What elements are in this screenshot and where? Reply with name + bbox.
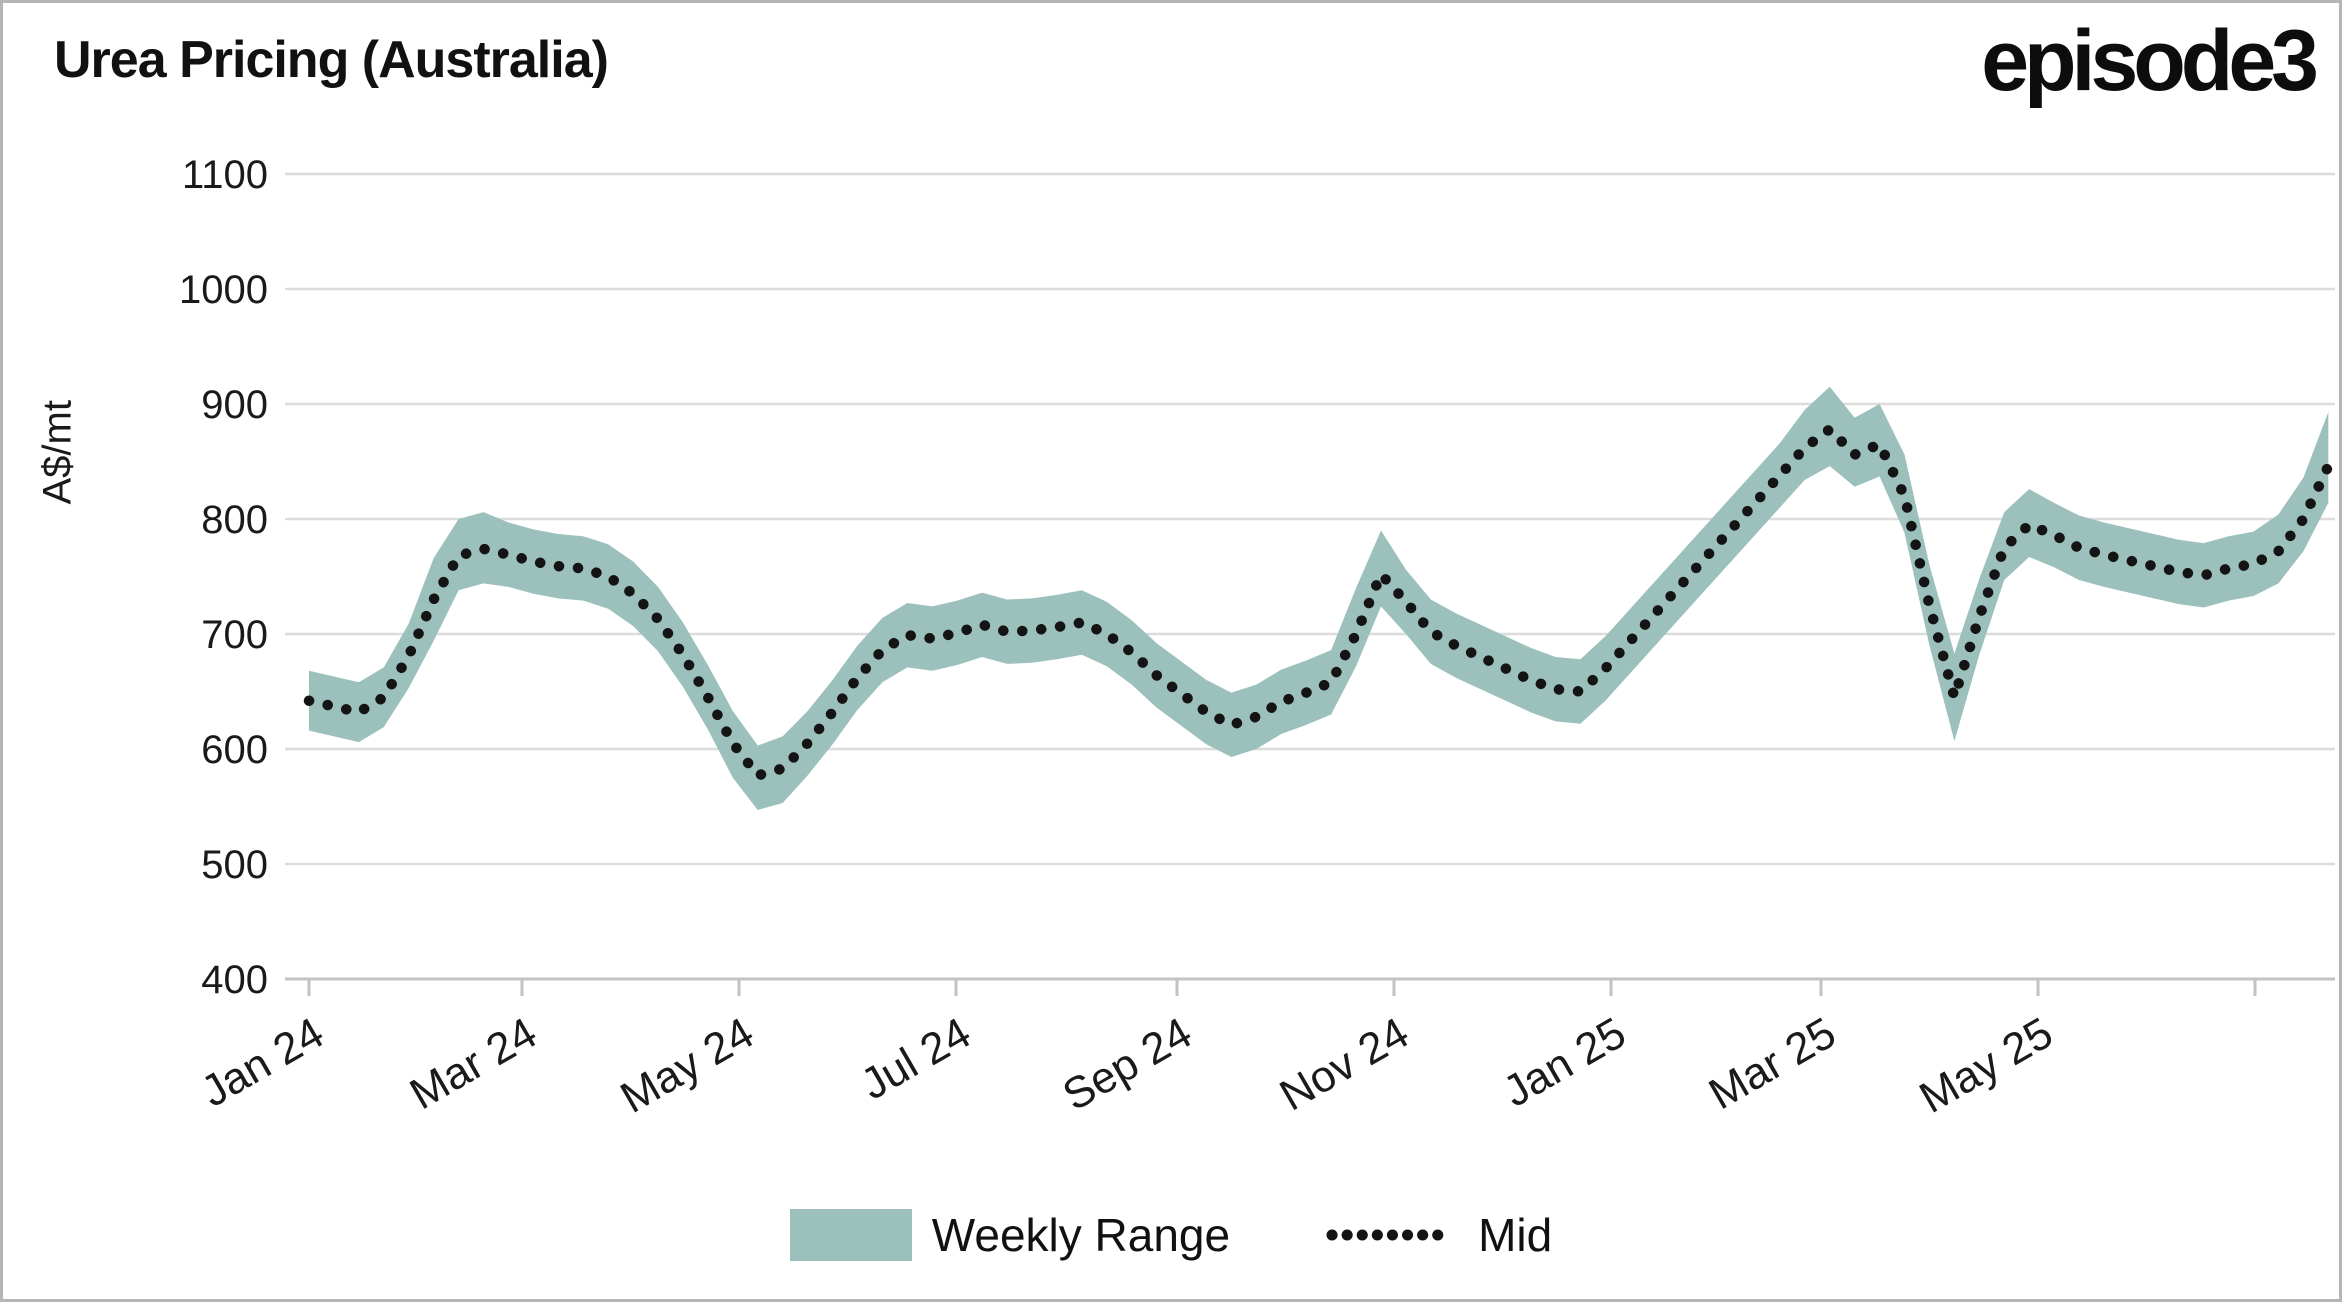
y-tick-label-800: 800 <box>201 498 268 542</box>
x-tick-label-mar-24: Mar 24 <box>402 1008 545 1119</box>
x-tick-label-may-24: May 24 <box>613 1008 762 1123</box>
y-tick-label-900: 900 <box>201 383 268 427</box>
y-tick-label-1100: 1100 <box>182 153 268 197</box>
mid-price-dotted-line <box>303 424 2334 781</box>
weekly-range-band <box>309 386 2329 810</box>
y-tick-label-500: 500 <box>201 843 268 887</box>
legend: Weekly Range Mid <box>0 1208 2342 1262</box>
y-tick-label-600: 600 <box>201 728 268 772</box>
y-tick-label-400: 400 <box>201 958 268 1002</box>
x-tick-label-mar-25: Mar 25 <box>1701 1008 1844 1119</box>
legend-mid-dotted-line-icon <box>1326 1229 1458 1241</box>
legend-weekly-range-swatch <box>789 1209 912 1261</box>
x-tick-label-nov-24: Nov 24 <box>1272 1008 1417 1120</box>
chart-title: Urea Pricing (Australia) <box>54 31 609 89</box>
legend-mid-label: Mid <box>1478 1209 1553 1261</box>
x-tick-label-sep-24: Sep 24 <box>1055 1008 1200 1120</box>
x-tick-label-may-25: May 25 <box>1912 1008 2061 1123</box>
y-tick-label-700: 700 <box>201 613 268 657</box>
x-tick-label-jul-24: Jul 24 <box>853 1008 979 1109</box>
x-tick-label-jan-24: Jan 24 <box>193 1008 332 1116</box>
legend-weekly-range-label: Weekly Range <box>931 1209 1231 1261</box>
x-tick-label-jan-25: Jan 25 <box>1495 1008 1634 1116</box>
y-tick-label-1000: 1000 <box>179 268 268 312</box>
episode3-logo: episode3 <box>1981 13 2319 109</box>
